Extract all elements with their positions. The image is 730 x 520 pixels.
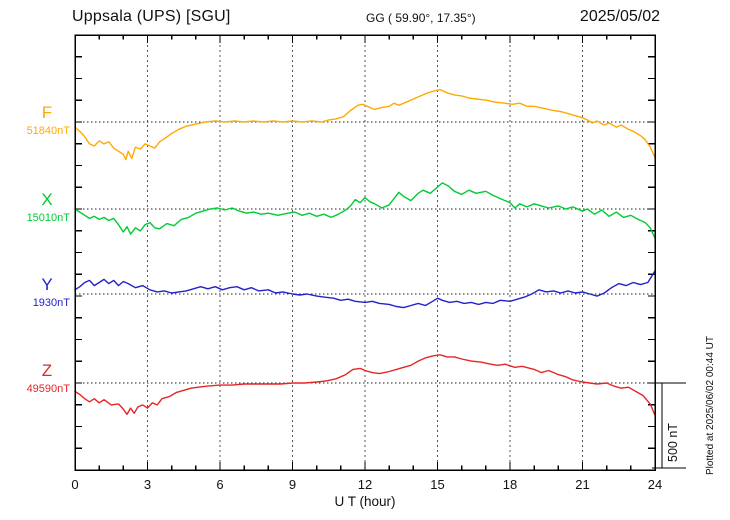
x-axis-tick-label: 6 <box>216 477 224 492</box>
scale-bar-label: 500 nT <box>666 423 680 462</box>
plot-date: 2025/05/02 <box>579 8 660 25</box>
x-axis-title: U T (hour) <box>334 494 396 509</box>
trace-label-Y: Y <box>41 275 53 294</box>
scale-bar <box>652 382 686 469</box>
x-axis-tick-label: 18 <box>502 477 518 492</box>
x-axis-tick-labels: 0 3 6 9 12 15 18 21 24 <box>0 477 730 493</box>
trace-ref-value-F: 51840nT <box>26 125 70 137</box>
trace-ref-value-Z: 49590nT <box>26 383 70 395</box>
geographic-coordinates: GG ( 59.90°, 17.35°) <box>366 11 476 25</box>
x-axis-tick-label: 21 <box>575 477 590 492</box>
trace-Z <box>74 354 656 417</box>
trace-F <box>74 88 656 161</box>
trace-X <box>74 182 656 239</box>
x-axis-tick-label: 15 <box>430 477 445 492</box>
trace-ref-value-Y: 1930nT <box>32 297 70 309</box>
trace-label-X: X <box>41 190 53 209</box>
page-title: Uppsala (UPS) [SGU] <box>72 8 231 25</box>
plot-border <box>74 34 656 471</box>
x-axis-tick-label: 24 <box>647 477 663 492</box>
x-axis-tick-label: 0 <box>71 477 79 492</box>
x-axis-tick-label: 3 <box>143 477 152 492</box>
trace-Y <box>74 270 656 309</box>
trace-label-Z: Z <box>41 361 53 380</box>
x-axis-tick-label: 9 <box>288 477 297 492</box>
grid-and-axes <box>75 35 655 470</box>
x-axis-tick-label: 12 <box>357 477 373 492</box>
plotted-at-timestamp: Plotted at 2025/06/02 00:44 UT <box>705 336 716 475</box>
trace-ref-value-X: 15010nT <box>26 212 70 224</box>
trace-label-F: F <box>41 103 53 122</box>
